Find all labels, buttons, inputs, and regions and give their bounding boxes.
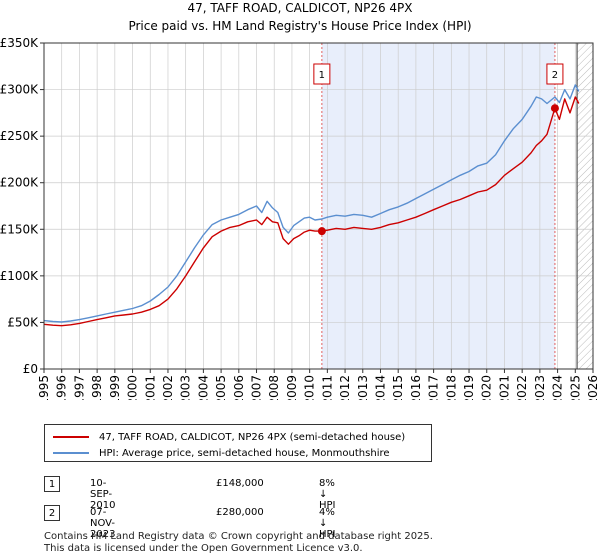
x-tick-label: 2008 (267, 375, 281, 400)
x-tick-label: 1995 (37, 375, 51, 400)
x-tick-label: 2017 (427, 375, 441, 400)
legend-swatch-hpi (53, 452, 89, 454)
y-tick-label: £350K (0, 36, 39, 50)
chart-subtitle: Price paid vs. HM Land Registry's House … (128, 19, 471, 33)
footer-copyright: Contains HM Land Registry data © Crown c… (44, 531, 433, 542)
x-tick-label: 1996 (55, 375, 69, 400)
x-tick-label: 2015 (391, 375, 405, 400)
legend-entry-property: 47, TAFF ROAD, CALDICOT, NP26 4PX (semi-… (53, 429, 405, 445)
x-tick-label: 2006 (232, 375, 246, 400)
transaction-label-box (313, 63, 331, 85)
transaction-point (317, 227, 326, 236)
transaction-hpi-diff: 4% ↓ HPI (319, 507, 336, 540)
x-tick-label: 2013 (356, 375, 370, 400)
x-tick-label: 2004 (196, 375, 210, 400)
x-tick-label: 2014 (373, 375, 387, 400)
transaction-date: 10-SEP-2010 (90, 478, 116, 511)
x-tick-label: 2002 (161, 375, 175, 400)
x-tick-label: 2010 (303, 375, 317, 400)
y-tick-label: £50K (7, 315, 39, 329)
transaction-badge: 2 (44, 505, 60, 521)
plot-frame (43, 42, 594, 370)
future-hatch (577, 43, 593, 369)
legend-swatch-property (53, 436, 89, 438)
y-tick-label: £300K (0, 83, 39, 97)
series-line-property (43, 96, 580, 327)
x-tick-label: 2026 (586, 375, 600, 400)
legend-label-property: 47, TAFF ROAD, CALDICOT, NP26 4PX (semi-… (99, 431, 406, 443)
y-tick-label: £100K (0, 269, 39, 283)
y-tick-label: £250K (0, 129, 39, 143)
transaction-hpi-diff: 8% ↓ HPI (319, 478, 336, 511)
series-line-hpi (43, 84, 580, 323)
x-tick-label: 1999 (108, 375, 122, 400)
y-tick-label: £200K (0, 176, 39, 190)
transaction-label: 1 (319, 70, 325, 81)
shaded-region (321, 43, 555, 369)
x-tick-label: 2012 (338, 375, 352, 400)
x-tick-label: 2003 (179, 375, 193, 400)
transaction-label: 2 (552, 70, 558, 81)
chart-title: 47, TAFF ROAD, CALDICOT, NP26 4PX (188, 1, 413, 15)
x-tick-label: 2001 (143, 375, 157, 400)
transaction-badge: 1 (44, 476, 60, 492)
transaction-label-box (546, 63, 564, 85)
transaction-price: £280,000 (216, 507, 264, 518)
legend-entry-hpi: HPI: Average price, semi-detached house,… (53, 445, 390, 461)
x-tick-label: 2022 (515, 375, 529, 400)
y-tick-label: £150K (0, 222, 39, 236)
x-tick-label: 2018 (444, 375, 458, 400)
x-tick-label: 2009 (285, 375, 299, 400)
x-tick-label: 2007 (250, 375, 264, 400)
y-tick-label: £0 (23, 362, 38, 376)
x-tick-label: 1997 (72, 375, 86, 400)
transaction-price: £148,000 (216, 478, 264, 489)
x-tick-label: 2023 (533, 375, 547, 400)
legend-label-hpi: HPI: Average price, semi-detached house,… (99, 447, 390, 459)
footer-license: This data is licensed under the Open Gov… (44, 543, 363, 554)
x-tick-label: 2025 (568, 375, 582, 400)
x-tick-label: 2024 (551, 375, 565, 400)
transaction-point (550, 104, 559, 113)
x-tick-label: 2016 (409, 375, 423, 400)
legend: 47, TAFF ROAD, CALDICOT, NP26 4PX (semi-… (44, 424, 432, 462)
x-tick-label: 2000 (126, 375, 140, 400)
x-tick-label: 2019 (462, 375, 476, 400)
price-chart: 47, TAFF ROAD, CALDICOT, NP26 4PX Price … (0, 1, 600, 400)
transaction-date: 07-NOV-2023 (90, 507, 116, 540)
x-tick-label: 2011 (320, 375, 334, 400)
x-tick-label: 1998 (90, 375, 104, 400)
x-tick-label: 2021 (497, 375, 511, 400)
x-tick-label: 2005 (214, 375, 228, 400)
x-tick-label: 2020 (480, 375, 494, 400)
